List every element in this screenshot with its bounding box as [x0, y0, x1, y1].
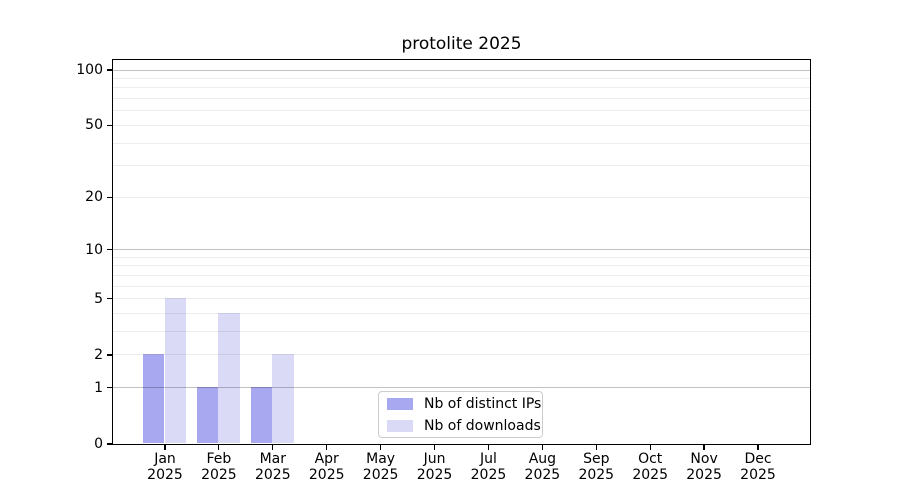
- gridline-50: [112, 124, 810, 126]
- x-tick-label-dec-2025: Dec 2025: [723, 451, 793, 483]
- x-tick-aug-2025: [541, 444, 543, 450]
- plot-area: [111, 58, 811, 445]
- x-tick-label-feb-2025: Feb 2025: [184, 451, 254, 483]
- bar-nb-of-distinct-ips-feb-2025: [196, 387, 219, 444]
- x-tick-label-may-2025: May 2025: [346, 451, 416, 483]
- x-tick-month: Nov: [690, 451, 718, 467]
- x-tick-dec-2025: [757, 444, 759, 450]
- y-tick-100: [107, 69, 113, 71]
- gridline-6: [112, 285, 810, 287]
- bar-nb-of-distinct-ips-mar-2025: [250, 387, 273, 444]
- gridline-60: [112, 110, 810, 112]
- x-tick-year: 2025: [632, 467, 668, 483]
- x-tick-nov-2025: [703, 444, 705, 450]
- y-tick-label-1: 1: [94, 379, 103, 396]
- y-tick-label-50: 50: [85, 117, 103, 134]
- x-tick-label-apr-2025: Apr 2025: [292, 451, 362, 483]
- y-tick-label-10: 10: [85, 241, 103, 258]
- chart-title: protolite 2025: [401, 34, 522, 54]
- x-tick-year: 2025: [147, 467, 183, 483]
- x-tick-year: 2025: [254, 467, 291, 483]
- y-tick-label-5: 5: [94, 290, 103, 307]
- x-tick-month: Aug: [528, 451, 557, 467]
- x-tick-month: Dec: [744, 451, 772, 467]
- x-tick-month: Feb: [206, 451, 232, 467]
- bar-nb-of-downloads-feb-2025: [218, 313, 240, 444]
- x-tick-year: 2025: [686, 467, 722, 483]
- x-tick-sep-2025: [595, 444, 597, 450]
- x-tick-feb-2025: [218, 444, 220, 450]
- x-tick-label-oct-2025: Oct 2025: [615, 451, 685, 483]
- x-tick-year: 2025: [416, 467, 453, 483]
- x-tick-month: Jun: [423, 451, 446, 467]
- x-tick-year: 2025: [201, 467, 237, 483]
- x-tick-year: 2025: [362, 467, 399, 483]
- y-tick-label-20: 20: [85, 189, 103, 206]
- y-tick-10: [107, 249, 113, 251]
- y-tick-5: [107, 298, 113, 300]
- gridline-4: [112, 313, 810, 315]
- y-tick-1: [107, 387, 113, 389]
- y-tick-label-2: 2: [94, 346, 103, 363]
- x-tick-year: 2025: [524, 467, 561, 483]
- x-tick-year: 2025: [308, 467, 345, 483]
- legend-label-downloads: Nb of downloads: [424, 417, 541, 434]
- gridline-3: [112, 331, 810, 333]
- x-tick-year: 2025: [740, 467, 776, 483]
- legend-swatch-downloads: [387, 419, 413, 432]
- x-tick-month: Jan: [154, 451, 176, 467]
- x-tick-label-mar-2025: Mar 2025: [238, 451, 308, 483]
- y-tick-0: [107, 443, 113, 445]
- x-tick-year: 2025: [578, 467, 615, 483]
- gridline-80: [112, 87, 810, 89]
- x-tick-month: May: [366, 451, 396, 467]
- x-tick-mar-2025: [272, 444, 274, 450]
- legend-item-downloads: Nb of downloads: [387, 416, 542, 435]
- legend: Nb of distinct IPs Nb of downloads: [378, 391, 543, 438]
- x-tick-oct-2025: [649, 444, 651, 450]
- gridline-40: [112, 142, 810, 144]
- x-tick-may-2025: [380, 444, 382, 450]
- x-tick-label-jul-2025: Jul 2025: [453, 451, 523, 483]
- x-tick-jun-2025: [433, 444, 436, 450]
- x-tick-month: Oct: [638, 451, 663, 467]
- x-tick-apr-2025: [326, 444, 328, 450]
- x-tick-label-jun-2025: Jun 2025: [400, 451, 470, 483]
- gridline-2: [112, 354, 810, 356]
- gridline-8: [112, 265, 810, 267]
- bar-nb-of-downloads-jan-2025: [164, 298, 187, 444]
- legend-label-distinct-ips: Nb of distinct IPs: [424, 395, 542, 412]
- y-tick-20: [107, 196, 113, 198]
- x-tick-label-aug-2025: Aug 2025: [507, 451, 577, 483]
- gridline-90: [112, 77, 810, 79]
- legend-swatch-distinct-ips: [387, 397, 413, 410]
- x-tick-year: 2025: [470, 467, 507, 483]
- gridline-10: [112, 249, 810, 251]
- legend-item-distinct-ips: Nb of distinct IPs: [387, 394, 542, 413]
- gridline-7: [112, 274, 810, 276]
- x-tick-label-nov-2025: Nov 2025: [669, 451, 739, 483]
- gridline-20: [112, 196, 810, 198]
- gridline-100: [112, 69, 810, 71]
- x-tick-jul-2025: [487, 444, 490, 450]
- bar-nb-of-distinct-ips-jan-2025: [142, 354, 165, 444]
- x-tick-month: Apr: [314, 451, 339, 467]
- gridline-70: [112, 98, 810, 100]
- y-tick-2: [107, 354, 113, 356]
- y-tick-label-0: 0: [94, 436, 103, 452]
- gridline-5: [112, 298, 810, 300]
- x-tick-label-jan-2025: Jan 2025: [130, 451, 200, 483]
- gridline-9: [112, 256, 810, 258]
- y-tick-50: [107, 124, 113, 126]
- gridline-30: [112, 165, 810, 167]
- bar-nb-of-downloads-mar-2025: [272, 354, 294, 444]
- x-tick-month: Sep: [583, 451, 610, 467]
- x-tick-month: Jul: [480, 451, 497, 467]
- x-tick-label-sep-2025: Sep 2025: [561, 451, 631, 483]
- x-tick-jan-2025: [164, 444, 166, 450]
- y-tick-label-100: 100: [76, 62, 103, 78]
- x-tick-month: Mar: [259, 451, 287, 467]
